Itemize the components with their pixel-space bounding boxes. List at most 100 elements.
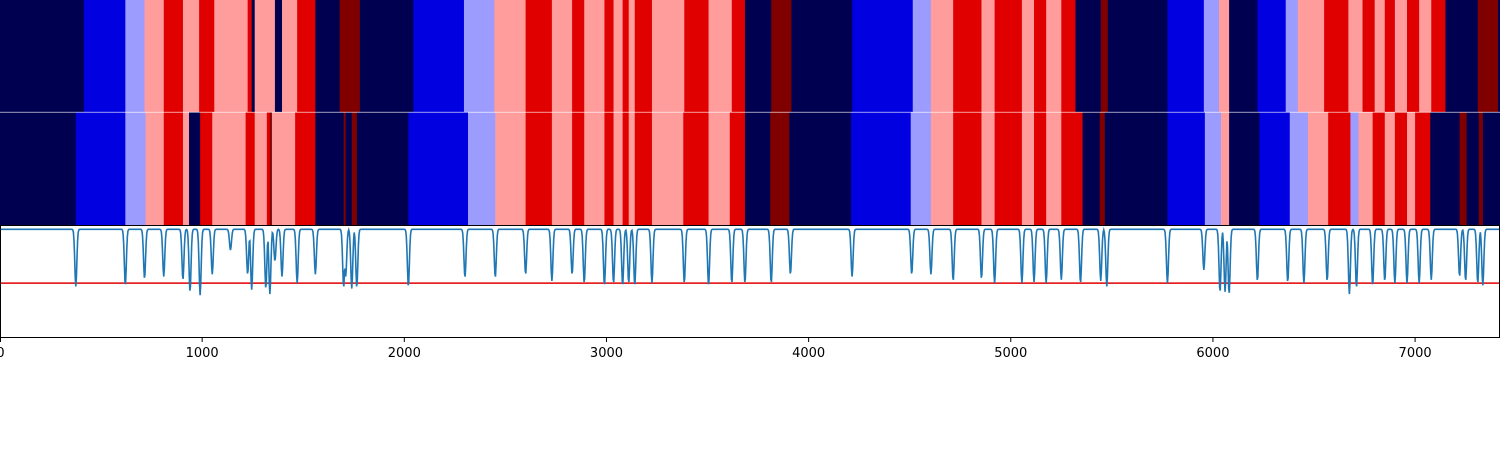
track1-segment-37 xyxy=(912,0,932,113)
track1-segment-57 xyxy=(1348,0,1364,113)
track2-segment-61 xyxy=(1358,112,1374,226)
track2-segment-30 xyxy=(628,112,636,226)
track1-segment-16 xyxy=(359,0,415,113)
track1-segment-52 xyxy=(1229,0,1259,113)
confidence-track xyxy=(0,226,1500,338)
track1-segment-61 xyxy=(1394,0,1408,113)
x-tick-label-7: 7000 xyxy=(1399,346,1432,361)
track1-segment-21 xyxy=(551,0,573,113)
track1-segment-53 xyxy=(1257,0,1287,113)
track2-segment-43 xyxy=(981,112,996,226)
track2-segment-48 xyxy=(1061,112,1084,226)
track2-segment-28 xyxy=(613,112,624,226)
track2-segment-32 xyxy=(651,112,684,226)
track1-segment-18 xyxy=(463,0,495,113)
x-tick-label-0: 0 xyxy=(0,346,5,361)
track1-segment-30 xyxy=(684,0,710,113)
track2-segment-44 xyxy=(994,112,1023,226)
confidence-plot-background xyxy=(0,226,1500,338)
track1-segment-26 xyxy=(622,0,630,113)
track1-segment-28 xyxy=(634,0,653,113)
track2-segment-25 xyxy=(572,112,585,226)
track2-segment-58 xyxy=(1307,112,1329,226)
track2-segment-49 xyxy=(1082,112,1101,226)
track2-segment-57 xyxy=(1289,112,1309,226)
track2-segment-50 xyxy=(1099,112,1106,226)
track1-segment-4 xyxy=(163,0,184,113)
track1-segment-39 xyxy=(953,0,983,113)
track2-segment-65 xyxy=(1407,112,1416,226)
track1-segment-64 xyxy=(1431,0,1447,113)
track2-segment-64 xyxy=(1394,112,1408,226)
track1-segment-24 xyxy=(604,0,615,113)
track2-segment-27 xyxy=(604,112,615,226)
track2-segment-70 xyxy=(1478,112,1484,226)
track1-segment-1 xyxy=(83,0,126,113)
x-tick-label-5: 5000 xyxy=(994,346,1027,361)
track2-segment-24 xyxy=(551,112,573,226)
track1-segment-13 xyxy=(297,0,316,113)
track2-segment-15 xyxy=(315,112,345,226)
x-tick-label-6: 6000 xyxy=(1196,346,1229,361)
track1-segment-9 xyxy=(251,0,256,113)
track2-segment-60 xyxy=(1350,112,1360,226)
track2-segment-38 xyxy=(789,112,852,226)
track2-segment-54 xyxy=(1221,112,1230,226)
track2-segment-9 xyxy=(245,112,256,226)
track1-segment-15 xyxy=(339,0,361,113)
track2-segment-0 xyxy=(0,112,77,226)
track1-segment-2 xyxy=(125,0,146,113)
track1-segment-7 xyxy=(214,0,249,113)
track1-segment-46 xyxy=(1075,0,1102,113)
track1-segment-14 xyxy=(315,0,341,113)
track2-segment-45 xyxy=(1021,112,1035,226)
track1-segment-49 xyxy=(1167,0,1205,113)
track1-segment-58 xyxy=(1362,0,1376,113)
track2-segment-53 xyxy=(1204,112,1222,226)
track2-segment-4 xyxy=(163,112,184,226)
track2-segment-63 xyxy=(1384,112,1396,226)
track2-segment-13 xyxy=(271,112,296,226)
track2-segment-46 xyxy=(1034,112,1047,226)
track2-segment-6 xyxy=(189,112,201,226)
track2-segment-14 xyxy=(295,112,316,226)
track2-segment-8 xyxy=(212,112,247,226)
track1-segment-23 xyxy=(584,0,606,113)
track2-segment-16 xyxy=(343,112,347,226)
track2-segment-67 xyxy=(1430,112,1461,226)
track1-segment-41 xyxy=(994,0,1023,113)
track2-segment-62 xyxy=(1372,112,1386,226)
track2-segment-5 xyxy=(182,112,190,226)
track1-segment-50 xyxy=(1203,0,1220,113)
track2-segment-12 xyxy=(269,112,273,226)
segmentation-track-2 xyxy=(0,112,1500,226)
track2-segment-20 xyxy=(408,112,469,226)
track2-segment-11 xyxy=(266,112,271,226)
track2-segment-17 xyxy=(345,112,353,226)
track2-segment-69 xyxy=(1466,112,1480,226)
track2-segment-18 xyxy=(351,112,358,226)
track2-segment-19 xyxy=(356,112,409,226)
track1-segment-22 xyxy=(572,0,585,113)
track2-segment-26 xyxy=(584,112,606,226)
track2-segment-71 xyxy=(1482,112,1500,226)
track1-segment-11 xyxy=(274,0,283,113)
x-tick-label-3: 3000 xyxy=(590,346,623,361)
track1-segment-35 xyxy=(791,0,853,113)
track1-segment-17 xyxy=(413,0,465,113)
track1-segment-12 xyxy=(282,0,298,113)
track1-segment-47 xyxy=(1100,0,1109,113)
track1-segment-56 xyxy=(1324,0,1349,113)
track2-segment-66 xyxy=(1415,112,1431,226)
track2-segment-59 xyxy=(1328,112,1352,226)
x-tick-label-2: 2000 xyxy=(388,346,421,361)
x-tick-label-1: 1000 xyxy=(186,346,219,361)
track1-segment-5 xyxy=(182,0,200,113)
track1-segment-0 xyxy=(0,0,85,113)
track1-segment-43 xyxy=(1034,0,1047,113)
track2-segment-55 xyxy=(1229,112,1261,226)
track1-segment-55 xyxy=(1297,0,1325,113)
track2-segment-51 xyxy=(1104,112,1169,226)
track1-segment-60 xyxy=(1384,0,1396,113)
track2-segment-35 xyxy=(729,112,746,226)
